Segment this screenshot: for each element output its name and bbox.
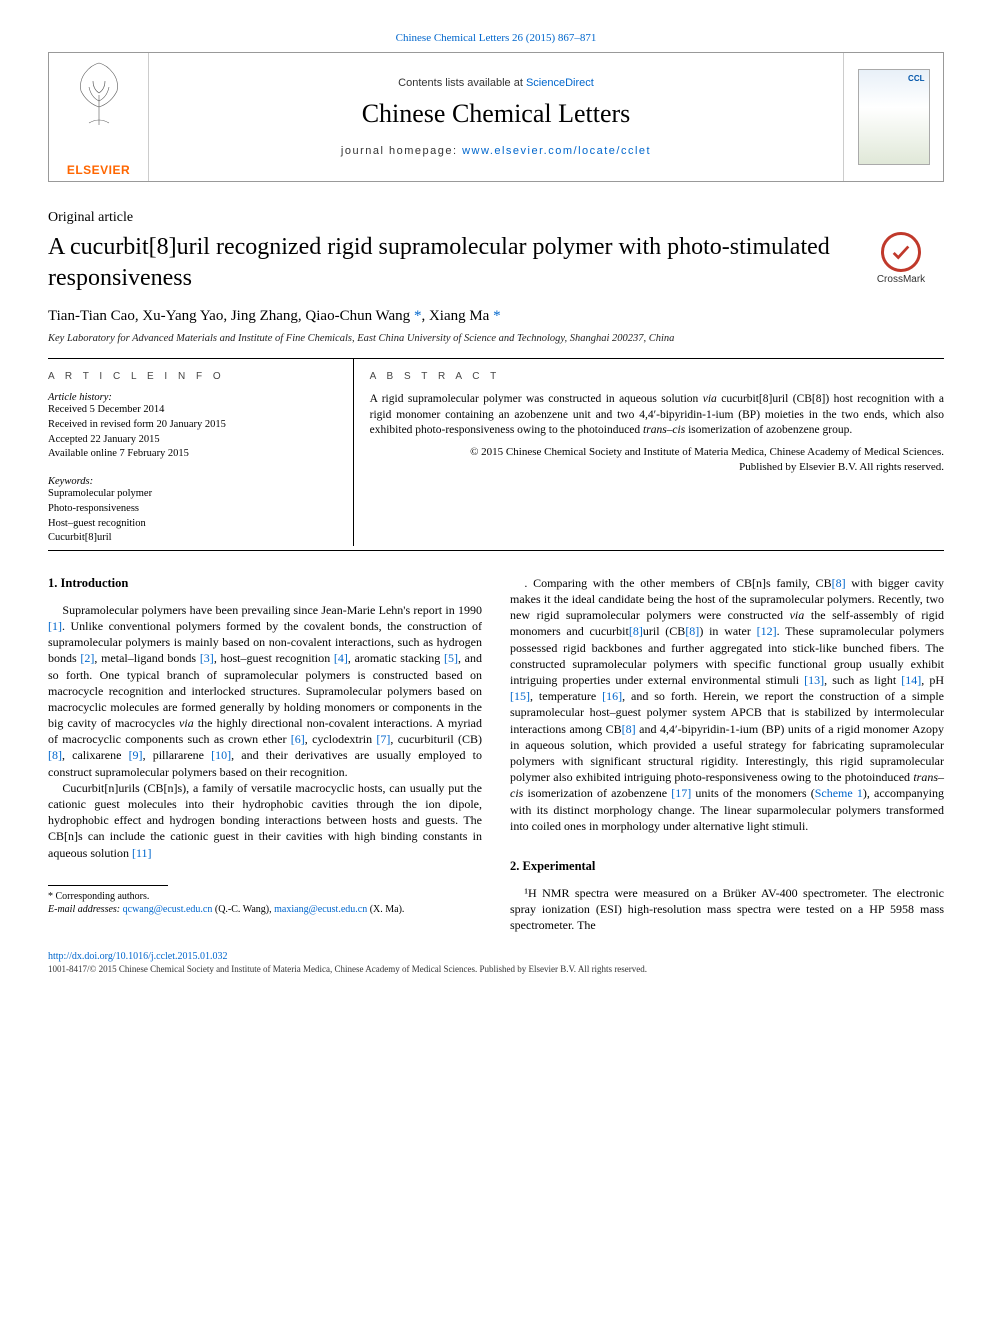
- ref-link[interactable]: [9]: [129, 748, 143, 762]
- abstract-copyright: © 2015 Chinese Chemical Society and Inst…: [370, 445, 944, 475]
- masthead-center: Contents lists available at ScienceDirec…: [149, 77, 843, 157]
- body-columns: 1. Introduction Supramolecular polymers …: [48, 551, 944, 933]
- journal-title: Chinese Chemical Letters: [149, 99, 843, 129]
- section-2-title: 2. Experimental: [510, 858, 944, 875]
- corr-marker[interactable]: *: [493, 308, 501, 324]
- page-copyright: 1001-8417/© 2015 Chinese Chemical Societ…: [48, 964, 944, 974]
- corr-marker[interactable]: *: [414, 308, 422, 324]
- ref-link[interactable]: [1]: [48, 619, 62, 633]
- cover-box: [843, 53, 943, 181]
- author-list: Tian-Tian Cao, Xu-Yang Yao, Jing Zhang, …: [48, 308, 944, 325]
- author-name: Qiao-Chun Wang: [305, 308, 410, 324]
- history-item: Accepted 22 January 2015: [48, 433, 337, 448]
- crossmark-badge[interactable]: CrossMark: [858, 232, 944, 285]
- journal-homepage: journal homepage: www.elsevier.com/locat…: [149, 145, 843, 157]
- ref-link[interactable]: [8]: [48, 748, 62, 762]
- footnote-separator: [48, 885, 168, 886]
- ref-link[interactable]: [8]: [622, 722, 636, 736]
- doi-line: http://dx.doi.org/10.1016/j.cclet.2015.0…: [48, 951, 944, 962]
- author-name: Jing Zhang: [231, 308, 298, 324]
- publisher-box: ELSEVIER: [49, 53, 149, 181]
- doi-link[interactable]: http://dx.doi.org/10.1016/j.cclet.2015.0…: [48, 951, 228, 962]
- email-link[interactable]: maxiang@ecust.edu.cn: [274, 904, 367, 915]
- ref-link[interactable]: [11]: [132, 846, 152, 860]
- crossmark-icon: [881, 232, 921, 272]
- body-paragraph: Supramolecular polymers have been prevai…: [48, 602, 482, 780]
- keyword-item: Supramolecular polymer: [48, 487, 337, 502]
- crossmark-label: CrossMark: [858, 274, 944, 285]
- history-item: Received 5 December 2014: [48, 403, 337, 418]
- author-name: Tian-Tian Cao: [48, 308, 135, 324]
- history-item: Received in revised form 20 January 2015: [48, 418, 337, 433]
- sciencedirect-link[interactable]: ScienceDirect: [526, 77, 594, 89]
- ref-link[interactable]: [14]: [901, 673, 921, 687]
- ref-link[interactable]: [8]: [629, 624, 643, 638]
- body-paragraph: . Comparing with the other members of CB…: [510, 575, 944, 834]
- ref-link[interactable]: [12]: [757, 624, 777, 638]
- article-info-heading: A R T I C L E I N F O: [48, 371, 337, 382]
- keywords-label: Keywords:: [48, 476, 337, 487]
- ref-link[interactable]: [13]: [804, 673, 824, 687]
- ref-link[interactable]: [8]: [685, 624, 699, 638]
- ref-link[interactable]: [2]: [80, 651, 94, 665]
- body-paragraph: ¹H NMR spectra were measured on a Brüker…: [510, 885, 944, 934]
- left-column: 1. Introduction Supramolecular polymers …: [48, 551, 482, 933]
- right-column: . Comparing with the other members of CB…: [510, 551, 944, 933]
- contents-line: Contents lists available at ScienceDirec…: [149, 77, 843, 89]
- journal-homepage-link[interactable]: www.elsevier.com/locate/cclet: [462, 145, 651, 157]
- ref-link[interactable]: [3]: [200, 651, 214, 665]
- ref-link[interactable]: [17]: [671, 786, 691, 800]
- journal-masthead: ELSEVIER Contents lists available at Sci…: [48, 52, 944, 182]
- author-name: Xiang Ma: [429, 308, 489, 324]
- ref-link[interactable]: [8]: [832, 576, 846, 590]
- ref-link[interactable]: [6]: [291, 732, 305, 746]
- ref-link[interactable]: [4]: [334, 651, 348, 665]
- keyword-item: Host–guest recognition: [48, 517, 337, 532]
- ref-link[interactable]: [10]: [211, 748, 231, 762]
- history-label: Article history:: [48, 392, 337, 403]
- email-footnote: E-mail addresses: qcwang@ecust.edu.cn (Q…: [48, 903, 482, 917]
- keyword-item: Photo-responsiveness: [48, 502, 337, 517]
- keyword-item: Cucurbit[8]uril: [48, 531, 337, 546]
- article-type: Original article: [48, 210, 944, 226]
- history-item: Available online 7 February 2015: [48, 447, 337, 462]
- author-name: Xu-Yang Yao: [142, 308, 223, 324]
- body-paragraph: Cucurbit[n]urils (CB[n]s), a family of v…: [48, 780, 482, 861]
- article-info-column: A R T I C L E I N F O Article history: R…: [48, 359, 353, 546]
- elsevier-tree-icon: [69, 57, 129, 127]
- affiliation: Key Laboratory for Advanced Materials an…: [48, 333, 944, 344]
- header-citation: Chinese Chemical Letters 26 (2015) 867–8…: [48, 32, 944, 44]
- journal-cover-thumbnail: [858, 69, 930, 165]
- scheme-link[interactable]: Scheme 1: [815, 786, 863, 800]
- ref-link[interactable]: [16]: [602, 689, 622, 703]
- section-1-title: 1. Introduction: [48, 575, 482, 592]
- abstract-column: A B S T R A C T A rigid supramolecular p…: [353, 359, 944, 546]
- abstract-heading: A B S T R A C T: [370, 371, 944, 382]
- email-link[interactable]: qcwang@ecust.edu.cn: [123, 904, 213, 915]
- ref-link[interactable]: [7]: [376, 732, 390, 746]
- publisher-name: ELSEVIER: [67, 163, 130, 177]
- corresponding-footnote: * Corresponding authors.: [48, 890, 482, 904]
- header-citation-link[interactable]: Chinese Chemical Letters 26 (2015) 867–8…: [396, 32, 597, 44]
- ref-link[interactable]: [15]: [510, 689, 530, 703]
- abstract-text: A rigid supramolecular polymer was const…: [370, 392, 944, 439]
- ref-link[interactable]: [5]: [444, 651, 458, 665]
- article-title: A cucurbit[8]uril recognized rigid supra…: [48, 232, 838, 294]
